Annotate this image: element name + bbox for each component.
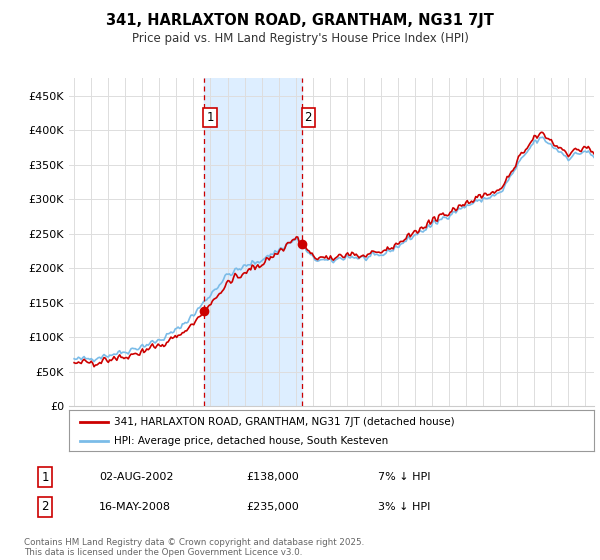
Text: 1: 1 xyxy=(206,111,214,124)
Text: 341, HARLAXTON ROAD, GRANTHAM, NG31 7JT (detached house): 341, HARLAXTON ROAD, GRANTHAM, NG31 7JT … xyxy=(113,417,454,427)
Text: 341, HARLAXTON ROAD, GRANTHAM, NG31 7JT: 341, HARLAXTON ROAD, GRANTHAM, NG31 7JT xyxy=(106,13,494,29)
Bar xyxy=(203,78,302,406)
Text: Price paid vs. HM Land Registry's House Price Index (HPI): Price paid vs. HM Land Registry's House … xyxy=(131,32,469,45)
Text: 02-AUG-2002: 02-AUG-2002 xyxy=(99,472,173,482)
Text: 3% ↓ HPI: 3% ↓ HPI xyxy=(378,502,430,512)
Text: 2: 2 xyxy=(41,500,49,514)
Text: £235,000: £235,000 xyxy=(246,502,299,512)
Text: 7% ↓ HPI: 7% ↓ HPI xyxy=(378,472,431,482)
Text: Contains HM Land Registry data © Crown copyright and database right 2025.
This d: Contains HM Land Registry data © Crown c… xyxy=(24,538,364,557)
Text: £138,000: £138,000 xyxy=(246,472,299,482)
Text: 2: 2 xyxy=(305,111,312,124)
Text: 16-MAY-2008: 16-MAY-2008 xyxy=(99,502,171,512)
Text: HPI: Average price, detached house, South Kesteven: HPI: Average price, detached house, Sout… xyxy=(113,436,388,446)
Text: 1: 1 xyxy=(41,470,49,484)
